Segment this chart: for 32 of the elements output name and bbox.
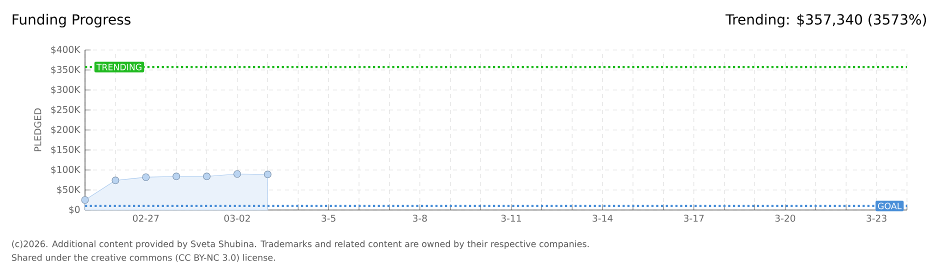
y-tick-label: $150K [51,146,80,154]
chart-title: Funding Progress [12,14,130,28]
y-tick-label: $300K [51,86,80,94]
y-tick-label: $50K [57,186,80,194]
point [233,170,241,178]
ref-line-label: TRENDING [96,64,142,70]
point [172,172,180,180]
x-tick-label: 3-11 [501,214,521,222]
text: Shared under the creative commons (CC BY-NC 3.0) license. [12,254,275,262]
text: (c)2026. Additional content provided by Sveta Shubina. Trademarks and related content are owned by their respective companies. [12,240,589,249]
x-tick-label: 3-14 [592,214,613,222]
x-tick-label: 03-02 [224,214,250,222]
point [81,196,89,204]
y-tick-label: $350K [51,66,80,74]
y-axis-title: PLEDGED [34,108,42,152]
point [203,172,211,180]
y-tick-label: $200K [51,126,80,134]
point [112,176,120,184]
y-tick-label: $100K [51,166,80,174]
x-tick-label: 3-17 [684,214,704,222]
x-tick-label: 3-5 [322,214,336,222]
y-tick-label: $0 [69,206,80,214]
ref-line-label: GOAL [878,202,902,210]
y-tick-label: $400K [51,46,80,54]
x-tick-label: 3-23 [866,214,886,222]
x-tick-label: 3-20 [775,214,796,222]
point [142,173,150,181]
x-tick-label: 02-27 [132,214,159,222]
point [264,170,272,178]
y-tick-label: $250K [51,106,80,114]
chart-subtitle: Trending: $357,340 (3573%) [726,14,926,28]
x-tick-label: 3-8 [412,214,427,222]
